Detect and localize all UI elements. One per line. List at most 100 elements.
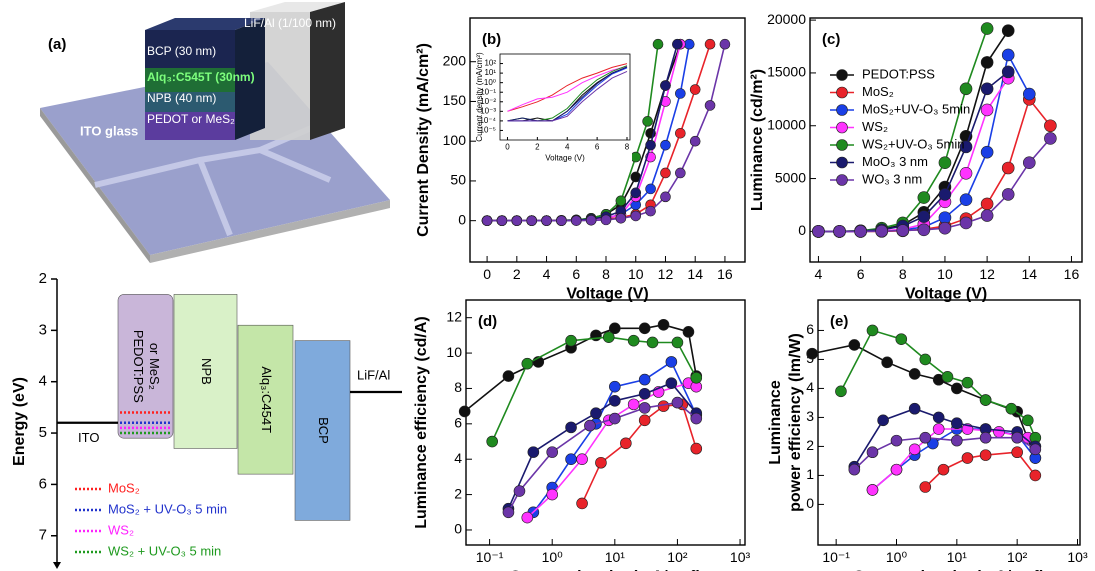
data-point [890, 463, 903, 476]
data-point [980, 22, 994, 35]
legend-label: WS₂ + UV-O₃ 5 min [108, 543, 221, 558]
y-tick-label: 10² [484, 59, 496, 68]
data-point [526, 215, 537, 226]
x-tick-label: 14 [1021, 266, 1037, 282]
plot-frame [809, 17, 1083, 263]
data-point [672, 38, 683, 50]
panel-label: (d) [478, 313, 497, 330]
x-axis-label: Current density (mA/cm²) [853, 568, 1045, 571]
data-point [979, 449, 992, 461]
data-point [576, 497, 588, 510]
data-point [683, 38, 695, 50]
y-axis-label: Luminance [767, 380, 784, 465]
legend-label: WS₂ [862, 119, 888, 134]
data-point [980, 82, 994, 96]
layer-label: PEDOT:PSS [131, 330, 146, 403]
x-tick-label: 6 [595, 143, 600, 152]
data-point [502, 370, 515, 382]
plot-frame [817, 299, 1081, 546]
x-tick-label: 10 [937, 266, 953, 282]
legend-label: MoO₃ 3 nm [862, 154, 928, 169]
x-tick-label: 10⁰ [542, 549, 564, 565]
data-point [638, 373, 651, 386]
data-point [938, 188, 952, 201]
x-tick-label: 4 [543, 266, 551, 282]
data-point [938, 211, 952, 224]
layer-label: NPB (40 nm) [147, 91, 216, 105]
data-point [481, 215, 493, 226]
legend-label: WS₂ [108, 522, 134, 537]
energy-layer [117, 294, 174, 439]
data-point [848, 339, 861, 351]
cathode-side [310, 2, 345, 140]
data-point [1021, 414, 1034, 427]
data-point [938, 156, 952, 170]
legend-marker [836, 156, 848, 169]
layer-label: NPB [199, 358, 214, 385]
x-tick-label: 10⁻¹ [822, 549, 850, 565]
data-point [980, 56, 994, 69]
data-point [941, 371, 954, 383]
x-tick-label: 10¹ [947, 549, 968, 565]
y-tick-label: 0 [798, 222, 806, 238]
cathode-top [250, 2, 345, 12]
y-tick-label: 10⁻³ [480, 106, 496, 115]
data-point [630, 187, 642, 199]
y-axis-label: Luminance (cd/m²) [749, 69, 766, 211]
legend-label: PEDOT:PSS [862, 66, 935, 81]
data-point [1001, 24, 1015, 37]
data-point [1001, 161, 1015, 175]
y-tick-label: 20000 [767, 11, 806, 27]
energy-layer [173, 294, 238, 449]
x-tick-label: 10⁻¹ [476, 549, 504, 565]
x-tick-label: 8 [602, 266, 610, 282]
y-tick-label: 10¹ [484, 68, 496, 77]
data-point [1001, 48, 1015, 62]
legend-label: MoS₂+UV-O₃ 5min [862, 101, 970, 116]
data-point [980, 197, 994, 211]
axis-arrow [53, 562, 61, 569]
ito-pattern [94, 146, 332, 188]
series-line [507, 65, 628, 112]
x-tick-label: 10⁰ [886, 549, 908, 565]
data-point [993, 426, 1005, 438]
data-point [1044, 132, 1057, 145]
y-tick-label: 10 [446, 344, 462, 360]
data-point [932, 411, 945, 424]
y-tick-label: 100 [443, 132, 467, 148]
y-tick-label: 10⁰ [484, 78, 496, 87]
data-point [1011, 431, 1023, 444]
y-axis-label: Current Density (mA/cm²) [415, 43, 432, 237]
y-tick-label: 2 [806, 437, 814, 453]
data-point [565, 334, 577, 347]
data-point [854, 225, 867, 238]
y-tick-label: 5000 [775, 169, 806, 185]
x-tick-label: 0 [505, 143, 510, 152]
y-tick-label: 3 [806, 408, 814, 424]
data-point [877, 414, 889, 427]
legend-label: MoS₂ + UV-O₃ 5 min [108, 501, 227, 516]
legend-label: MoS₂ [862, 84, 894, 99]
data-point [979, 431, 992, 444]
legend-label: WO₃ 3 nm [862, 171, 922, 186]
data-point [638, 387, 651, 400]
x-tick-label: 8 [899, 266, 907, 282]
data-point [919, 353, 932, 366]
substrate-label: ITO glass [80, 123, 138, 138]
y-axis-label: Current density (mA/cm²) [475, 52, 484, 142]
data-point [513, 485, 526, 497]
y-tick-label: 15000 [767, 64, 806, 80]
legend-marker [836, 139, 848, 151]
data-point [671, 396, 684, 409]
data-point [665, 377, 678, 389]
data-point [959, 82, 973, 96]
data-point [919, 431, 932, 444]
x-tick-label: 10³ [730, 549, 751, 565]
data-point [602, 331, 615, 343]
y-tick-label: 10000 [767, 116, 806, 132]
layer-label: PEDOT or MeS₂ [147, 112, 235, 126]
x-axis-label: Voltage (V) [905, 285, 987, 302]
data-point [627, 334, 640, 347]
x-tick-label: 12 [658, 266, 674, 282]
